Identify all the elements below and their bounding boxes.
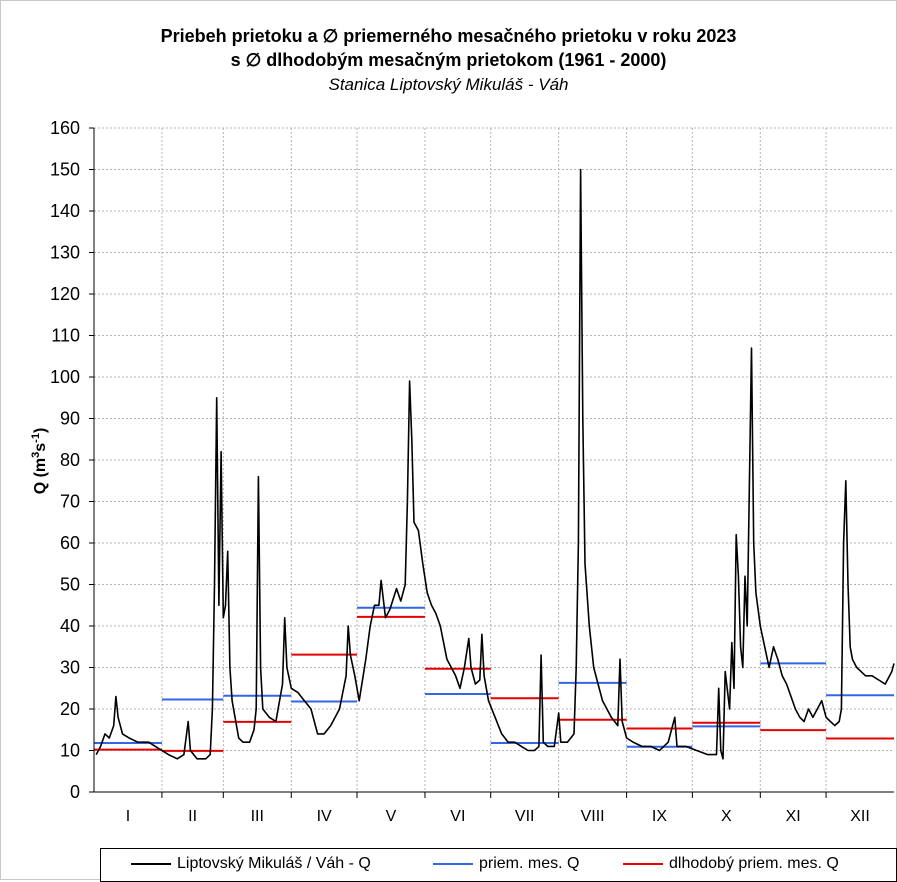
axes: [93, 128, 894, 793]
legend-swatch-longterm: [623, 863, 663, 865]
legend-item-monthly: priem. mes. Q: [433, 855, 579, 873]
ytick-label-70: 70: [60, 492, 80, 512]
y-axis-label: Q (m3s-1): [30, 428, 49, 495]
legend: Liptovský Mikuláš / Váh - Q priem. mes. …: [100, 848, 897, 882]
month-label-II: II: [188, 808, 197, 825]
month-label-I: I: [126, 808, 130, 825]
ytick-label-40: 40: [60, 616, 80, 636]
ytick-label-20: 20: [60, 699, 80, 719]
month-label-VII: VII: [515, 808, 535, 825]
legend-swatch-monthly: [433, 863, 473, 865]
legend-label-monthly: priem. mes. Q: [479, 855, 580, 872]
month-label-IX: IX: [652, 808, 667, 825]
y-axis-label-part: -1: [30, 433, 42, 443]
month-label-X: X: [721, 808, 732, 825]
gridlines: [94, 127, 894, 751]
chart-station: Stanica Liptovský Mikuláš - Váh: [328, 75, 569, 94]
legend-label-longterm: dlhodobý priem. mes. Q: [669, 855, 839, 872]
y-axis-label-part: ): [32, 428, 49, 433]
y-axis-label-part: s: [32, 443, 49, 452]
flow-line: [95, 168, 895, 760]
y-axis-label-part: Q (m: [32, 458, 49, 494]
month-gridlines: [161, 128, 827, 798]
month-label-V: V: [386, 808, 397, 825]
month-label-III: III: [251, 808, 264, 825]
legend-label-flow: Liptovský Mikuláš / Váh - Q: [177, 855, 371, 872]
ytick-label-60: 60: [60, 533, 80, 553]
month-label-VIII: VIII: [581, 808, 605, 825]
ytick-label-0: 0: [70, 782, 80, 802]
chart-title: Priebeh prietoku a ∅ priemerného mesačné…: [160, 26, 737, 46]
ytick-label-90: 90: [60, 409, 80, 429]
ytick-label-150: 150: [50, 160, 80, 180]
month-label-VI: VI: [450, 808, 465, 825]
month-label-XII: XII: [850, 808, 870, 825]
ytick-label-10: 10: [60, 741, 80, 761]
y-axis-ticks: 0 10 20 30 40 50 60 70 80 90 100 110 120 130 140 150 160: [50, 118, 94, 802]
ytick-label-130: 130: [50, 243, 80, 263]
ytick-label-80: 80: [60, 450, 80, 470]
ytick-label-100: 100: [50, 367, 80, 387]
ytick-label-140: 140: [50, 201, 80, 221]
legend-swatch-flow: [131, 863, 171, 865]
ytick-label-160: 160: [50, 118, 80, 138]
legend-item-flow: Liptovský Mikuláš / Váh - Q: [131, 855, 371, 873]
ytick-label-50: 50: [60, 575, 80, 595]
y-axis-label-part: 3: [30, 452, 42, 458]
chart-subtitle: s ∅ dlhodobým mesačným prietokom (1961 -…: [230, 50, 667, 70]
flow-line-group: [95, 168, 895, 760]
legend-item-longterm: dlhodobý priem. mes. Q: [623, 855, 839, 873]
month-label-XI: XI: [786, 808, 801, 825]
ytick-label-30: 30: [60, 658, 80, 678]
x-axis-month-labels: I II III IV V VI VII VIII IX X XI XII: [126, 808, 870, 825]
ytick-label-120: 120: [50, 284, 80, 304]
month-label-IV: IV: [317, 808, 332, 825]
ytick-label-110: 110: [51, 326, 80, 346]
